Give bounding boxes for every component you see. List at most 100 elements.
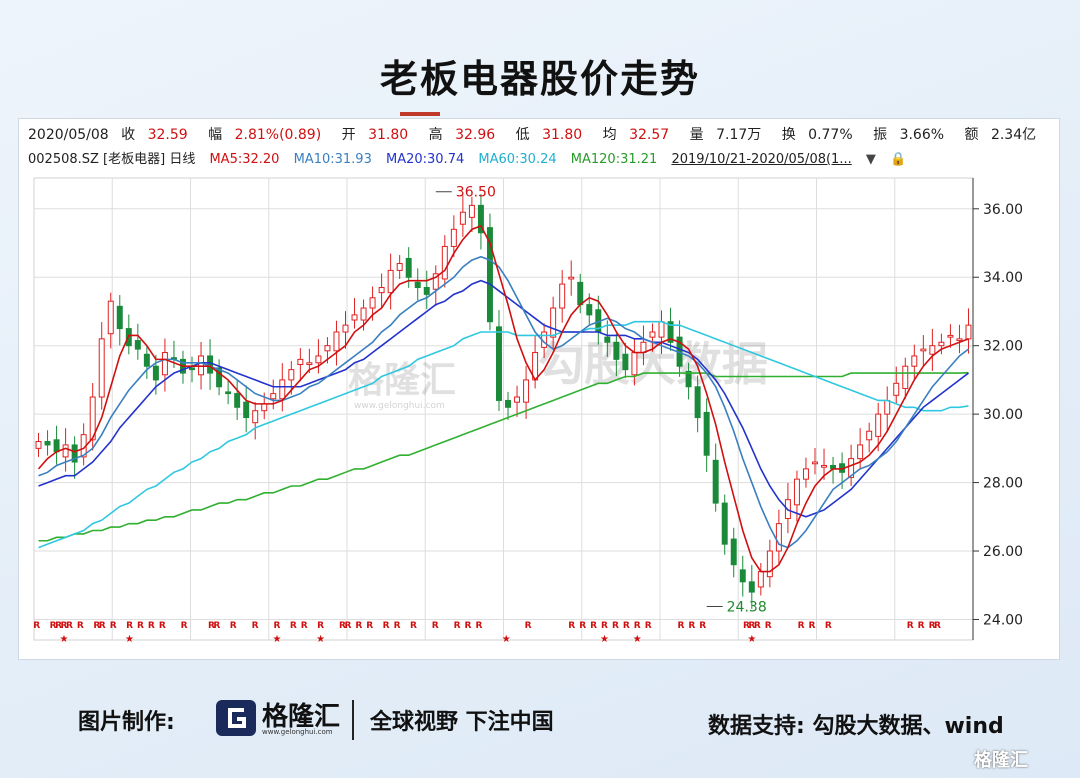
candle-body (514, 396, 521, 403)
candle-body (252, 410, 259, 424)
candle-body (369, 297, 376, 309)
r-marker: R (301, 621, 308, 631)
r-marker: R (77, 621, 84, 631)
candle-body (965, 324, 972, 340)
info-open-label: 开 (341, 127, 356, 143)
footer: 图片制作: 格隆汇 www.gelonghui.com 全球视野 下注中国 数据… (0, 690, 1080, 750)
r-marker: R (50, 621, 57, 631)
r-marker: R (688, 621, 695, 631)
candle-body (703, 411, 710, 456)
r-marker: R (273, 621, 280, 631)
candle-body (405, 257, 412, 278)
ma20-label: MA20:30.74 (385, 152, 465, 167)
candle-body (161, 352, 168, 376)
candle-body (333, 331, 340, 352)
candle-body (523, 379, 530, 403)
watermark-url: www.gelonghui.com (354, 401, 445, 411)
candle-body (929, 345, 936, 355)
candle-body (270, 393, 277, 400)
candle-body (739, 569, 746, 583)
ma5-line (37, 224, 969, 573)
candle-body (459, 211, 466, 225)
r-marker: R (634, 621, 641, 631)
candle-body (712, 459, 719, 504)
star-marker: ★ (633, 634, 642, 645)
star-marker: ★ (60, 634, 69, 645)
candle-body (297, 358, 304, 366)
r-marker: R (645, 621, 652, 631)
r-marker: R (825, 621, 832, 631)
candle-body (98, 338, 105, 398)
ma10-label: MA10:31.93 (293, 152, 372, 167)
candle-body (938, 341, 945, 347)
r-marker: R (366, 621, 373, 631)
candle-body (152, 365, 159, 381)
candle-body (640, 341, 647, 354)
r-marker: R (394, 621, 401, 631)
candle-body (721, 502, 728, 545)
r-marker: R (590, 621, 597, 631)
candle-body (766, 550, 773, 578)
r-marker: R (929, 621, 936, 631)
ma-info-bar: 002508.SZ [老板电器] 日线 MA5:32.20 MA10:31.93… (28, 148, 1048, 170)
r-marker: R (148, 621, 155, 631)
info-amp: 3.66% (899, 127, 945, 143)
y-tick-label: 36.00 (983, 202, 1023, 218)
lock-icon[interactable]: 🔒 (890, 152, 907, 167)
slogan: 全球视野 下注中国 (370, 710, 554, 735)
candle-body (107, 300, 114, 335)
annotation-label: 36.50 (456, 185, 496, 201)
candle-body (288, 369, 295, 381)
candle-body (71, 444, 78, 463)
y-axis: 24.00 26.00 28.00 30.00 32.00 34.00 36.00 (972, 178, 1023, 640)
candle-body (143, 353, 150, 367)
info-range-label: 幅 (208, 127, 223, 143)
r-marker: R (213, 621, 220, 631)
r-marker: R (579, 621, 586, 631)
star-marker: ★ (125, 634, 134, 645)
candle-body (902, 365, 909, 389)
r-marker: R (918, 621, 925, 631)
info-close: 32.59 (147, 127, 188, 143)
r-marker: R (110, 621, 117, 631)
candle-body (89, 396, 96, 441)
candle-body (207, 355, 214, 374)
made-by-label: 图片制作: (78, 710, 175, 735)
candle-body (496, 326, 502, 401)
candle-body (893, 382, 900, 396)
candle-body (812, 461, 818, 465)
candle-body (631, 352, 638, 376)
r-marker: R (432, 621, 439, 631)
y-tick-label: 34.00 (983, 270, 1023, 286)
ma5-label: MA5:32.20 (209, 152, 280, 167)
r-marker: R (126, 621, 133, 631)
r-marker: R (699, 621, 706, 631)
period-selector[interactable]: 2019/10/21-2020/05/08(1... (671, 152, 852, 167)
candle-body (604, 336, 611, 343)
info-low-label: 低 (515, 127, 530, 143)
title-underline (400, 112, 440, 116)
data-support: 数据支持: 勾股大数据、wind (708, 714, 1004, 739)
candle-body (62, 444, 69, 458)
info-high: 32.96 (455, 127, 496, 143)
candle-body (189, 367, 195, 371)
candle-body (730, 538, 737, 566)
star-marker: ★ (272, 634, 281, 645)
y-tick-label: 28.00 (983, 476, 1023, 492)
r-marker: R (61, 621, 68, 631)
r-marker: R (290, 621, 297, 631)
r-marker: R (99, 621, 106, 631)
r-marker: R (623, 621, 630, 631)
watermark-gelonghui: 格隆汇 (348, 360, 456, 401)
candle-body (324, 345, 331, 352)
annotation-label: 24.38 (727, 599, 767, 615)
candle-body (53, 439, 60, 453)
candle-body (342, 324, 349, 333)
dropdown-triangle-icon[interactable]: ▼ (865, 152, 876, 167)
r-marker: R (339, 621, 346, 631)
candle-body (793, 478, 800, 506)
r-marker: R (568, 621, 575, 631)
footer-divider (352, 700, 354, 740)
